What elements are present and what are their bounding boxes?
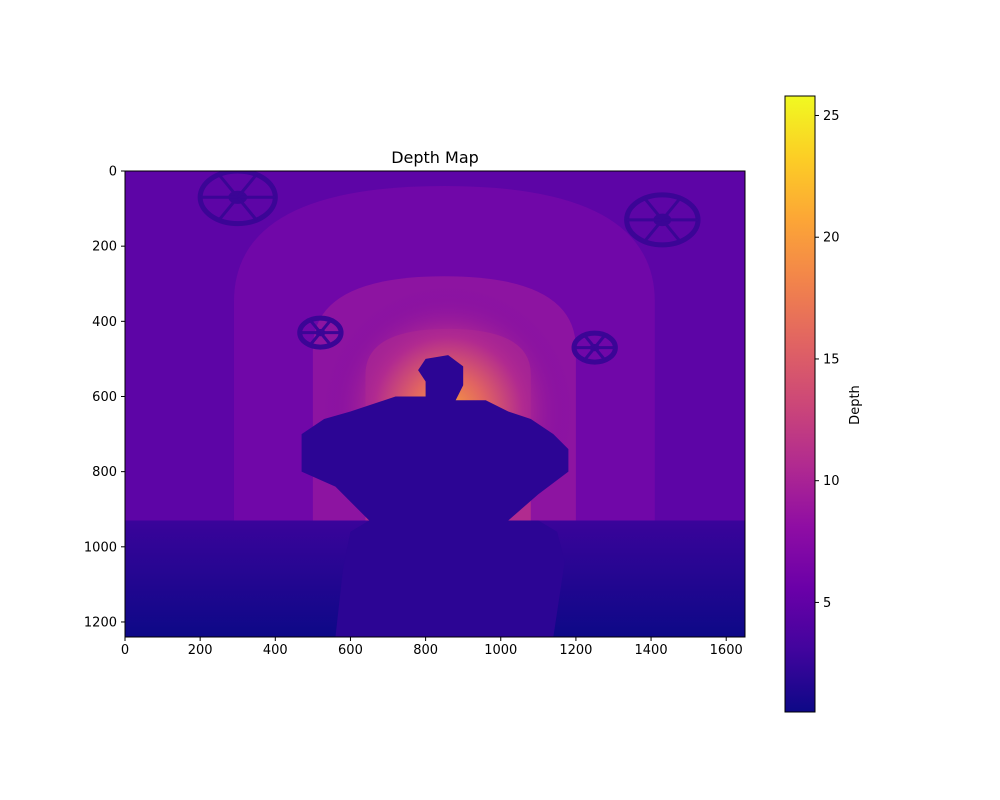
x-tick-label: 1200 [559, 643, 592, 658]
x-tick-label: 200 [188, 643, 213, 658]
x-tick-label: 600 [338, 643, 363, 658]
wall-wheels [197, 171, 701, 365]
x-tick-label: 400 [263, 643, 288, 658]
colorbar-tick-label: 25 [823, 109, 840, 124]
x-tick-label: 1400 [635, 643, 668, 658]
wheel-1 [197, 171, 278, 227]
y-axis: 0 200 400 600 800 1000 1200 [84, 165, 125, 630]
colorbar-tick-label: 10 [823, 474, 840, 489]
y-tick-label: 200 [92, 240, 117, 255]
colorbar-tick-label: 20 [823, 231, 840, 246]
y-tick-label: 800 [92, 465, 117, 480]
x-tick-label: 1600 [710, 643, 743, 658]
y-tick-label: 1000 [84, 540, 117, 555]
plot-frame [124, 170, 746, 638]
wheel-2 [624, 192, 701, 248]
colorbar-tick-label: 5 [823, 596, 831, 611]
y-tick-label: 1200 [84, 615, 117, 630]
wheel-3 [297, 315, 344, 350]
y-tick-label: 400 [92, 315, 117, 330]
y-tick-label: 0 [109, 165, 117, 180]
x-tick-label: 1000 [484, 643, 517, 658]
x-tick-label: 800 [413, 643, 438, 658]
colorbar [784, 95, 816, 713]
chart-title: Depth Map [391, 148, 479, 167]
x-axis: 0 200 400 600 800 1000 1200 1400 1600 [121, 637, 743, 658]
y-tick-label: 600 [92, 390, 117, 405]
colorbar-tick-label: 15 [823, 352, 840, 367]
depth-image [125, 171, 745, 637]
x-tick-label: 0 [121, 643, 129, 658]
seated-figure-silhouette [301, 355, 569, 637]
colorbar-ticks: 5 10 15 20 25 [815, 109, 840, 611]
wheel-4 [571, 330, 618, 365]
colorbar-label: Depth [848, 385, 863, 425]
